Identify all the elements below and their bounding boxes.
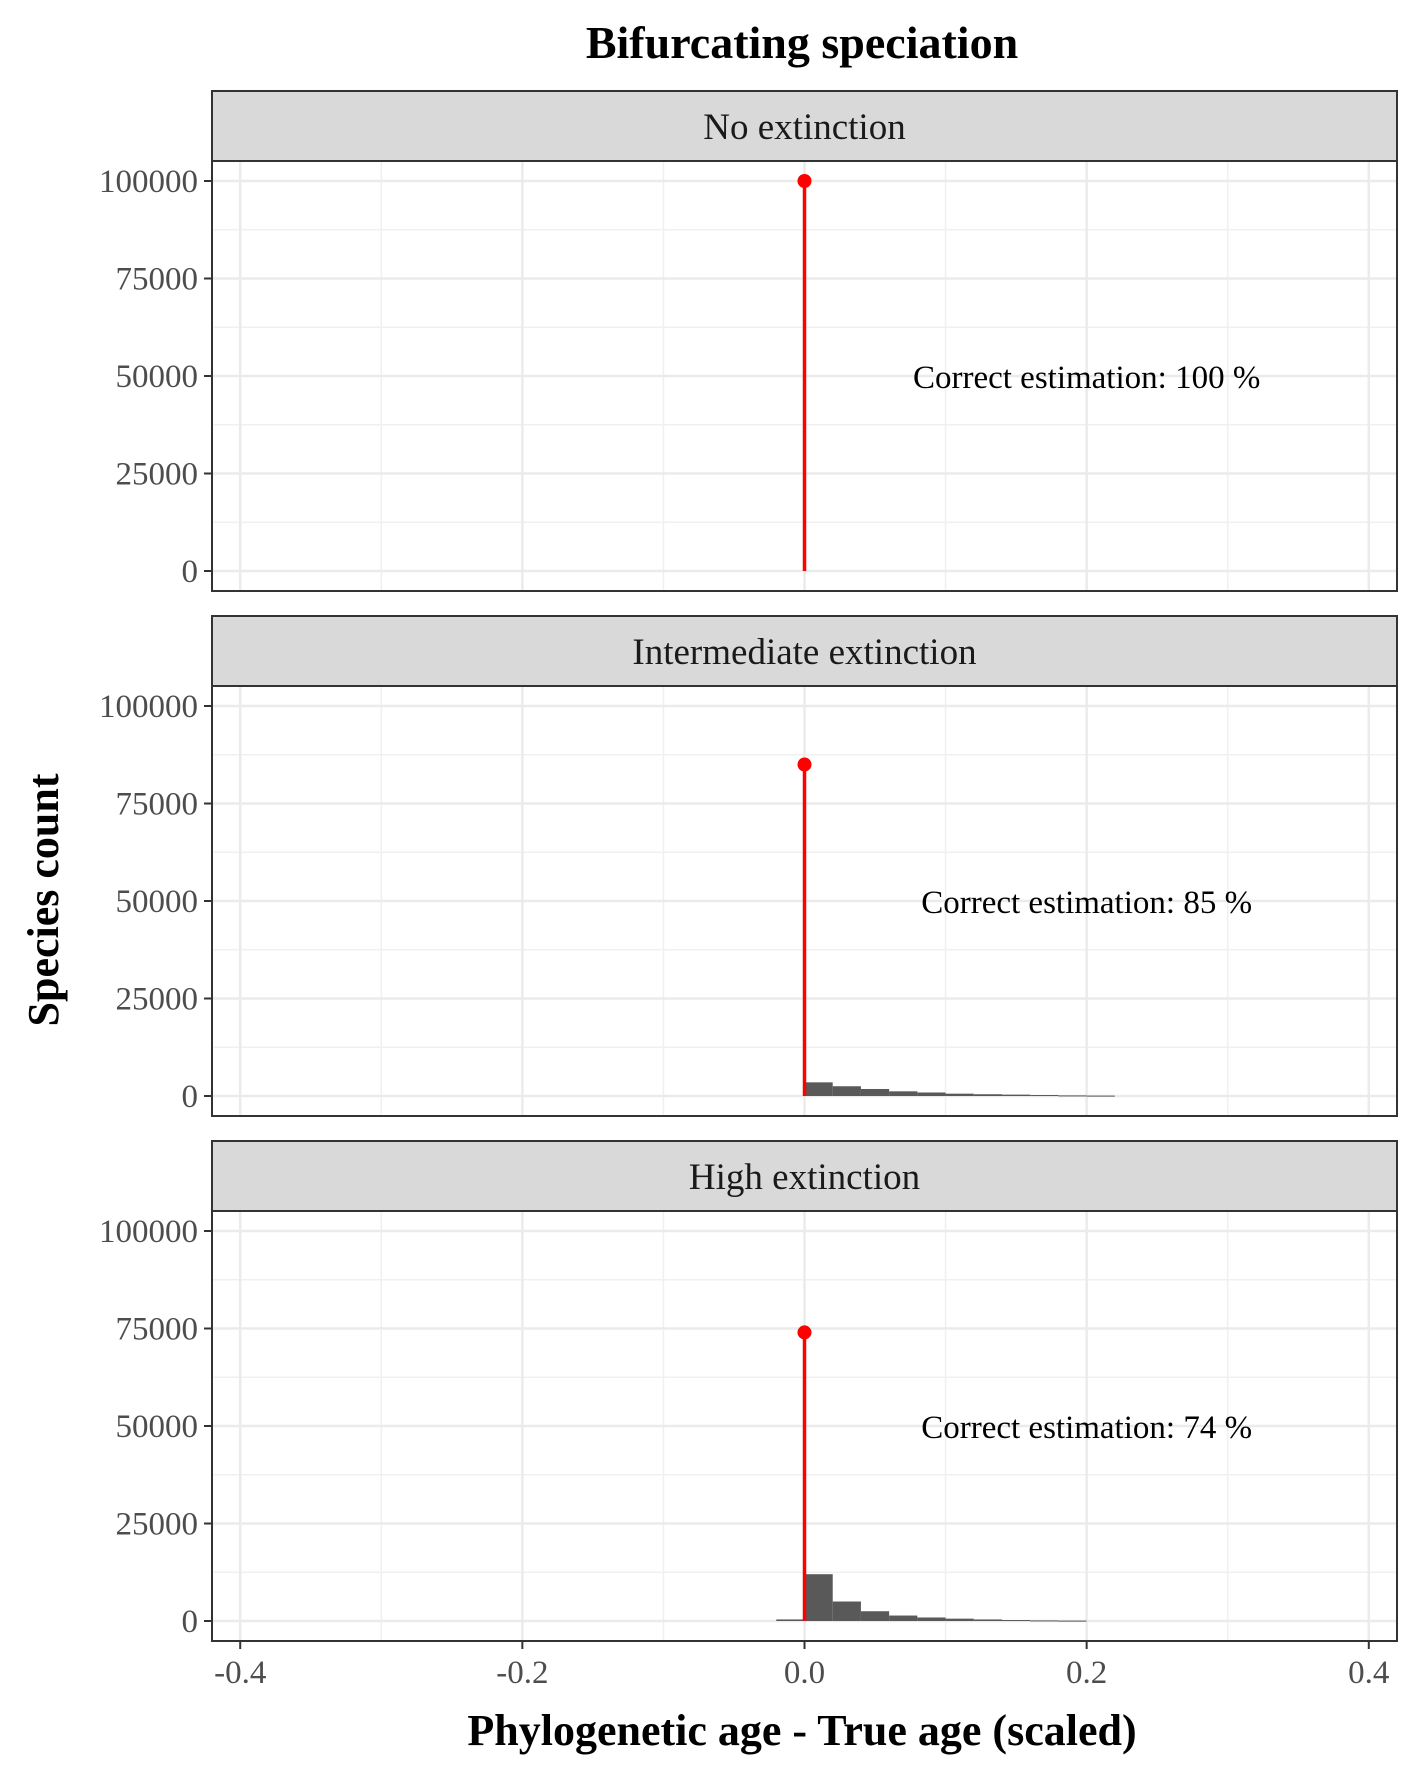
histogram-bar [804, 1574, 833, 1621]
x-tick-label: -0.4 [214, 1655, 266, 1691]
histogram-bar [973, 1619, 1002, 1621]
correct-estimation-label: Correct estimation: 85 % [921, 885, 1252, 921]
y-tick-label: 25000 [116, 982, 199, 1018]
facet-panel-2: Intermediate extinction Correct estimatio… [99, 615, 1398, 1117]
histogram-bar [1002, 1094, 1031, 1096]
facet-strip-label: Intermediate extinction [632, 632, 976, 673]
histogram-bar [1002, 1620, 1031, 1622]
histogram-bar [917, 1092, 946, 1096]
histogram-bar [945, 1093, 974, 1096]
histogram-bar [832, 1086, 861, 1096]
histogram-bar [945, 1618, 974, 1621]
y-tick-label: 50000 [116, 359, 199, 395]
y-tick-label: 0 [182, 1079, 199, 1115]
y-tick-label: 0 [182, 554, 199, 590]
facet-strip [211, 90, 1398, 162]
y-tick-label: 50000 [116, 1409, 199, 1445]
y-tick-label: 75000 [116, 262, 199, 298]
y-tick-label: 0 [182, 1604, 199, 1640]
y-tick-label: 100000 [99, 689, 198, 725]
y-axis-title: Species count [19, 773, 68, 1026]
x-tick-label: -0.2 [496, 1655, 548, 1691]
histogram-bar [1058, 1095, 1087, 1097]
x-tick-label: 0.4 [1348, 1655, 1389, 1691]
histogram-bar [1030, 1095, 1059, 1097]
facet-panel-3: High extinction Correct estimation: 74 % 0… [99, 1140, 1398, 1691]
histogram-bar [917, 1617, 946, 1621]
correct-estimation-label: Correct estimation: 100 % [913, 360, 1260, 396]
facet-strip-label: No extinction [703, 107, 905, 148]
y-tick-label: 50000 [116, 884, 199, 920]
x-tick-label: 0.0 [784, 1655, 825, 1691]
y-tick-label: 100000 [99, 1214, 198, 1250]
y-tick-label: 75000 [116, 787, 199, 823]
histogram-bar [1030, 1620, 1059, 1622]
y-tick-label: 75000 [116, 1312, 199, 1348]
histogram-bar [832, 1601, 861, 1621]
histogram-bar [1086, 1095, 1115, 1097]
facet-strip-label: High extinction [689, 1157, 920, 1198]
facet-strip [211, 615, 1398, 687]
correct-estimation-label: Correct estimation: 74 % [921, 1410, 1252, 1446]
facet-panel-1: No extinction Correct estimation: 100 % 0 2… [99, 90, 1398, 592]
histogram-bar [776, 1619, 805, 1621]
x-axis-title: Phylogenetic age - True age (scaled) [467, 1706, 1136, 1755]
histogram-bar [889, 1615, 918, 1621]
correct-estimation-point [797, 174, 812, 188]
histogram-bar [889, 1091, 918, 1096]
histogram-bar [860, 1611, 890, 1621]
histogram-bar [973, 1094, 1002, 1096]
y-tick-label: 25000 [116, 1507, 199, 1543]
x-tick-label: 0.2 [1066, 1655, 1107, 1691]
correct-estimation-point [797, 757, 812, 772]
facet-strip [211, 1140, 1398, 1212]
histogram-bar [1058, 1620, 1087, 1622]
histogram-bar [804, 1082, 833, 1096]
correct-estimation-point [797, 1325, 812, 1340]
chart-title: Bifurcating speciation [586, 17, 1018, 68]
histogram-bar [860, 1088, 890, 1096]
facet-panels: No extinction Correct estimation: 100 % 0 2… [99, 90, 1398, 1691]
y-tick-label: 100000 [99, 164, 198, 200]
y-tick-label: 25000 [116, 457, 199, 493]
